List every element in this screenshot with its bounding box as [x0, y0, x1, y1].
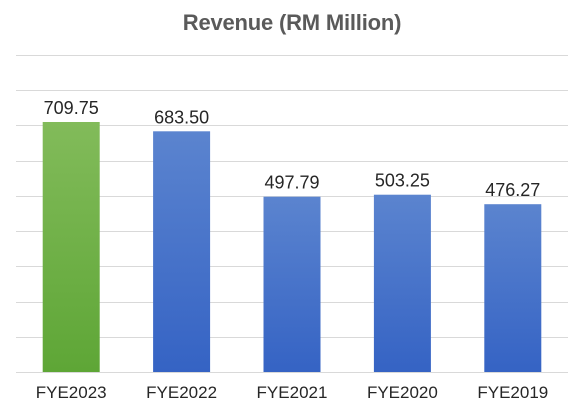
bar-fye2023 — [42, 122, 100, 372]
data-label-fye2019: 476.27 — [485, 180, 540, 200]
x-tick-label-fye2021: FYE2021 — [257, 383, 328, 402]
bars — [42, 122, 542, 372]
x-axis-tick-labels: FYE2023 FYE2022 FYE2021 FYE2020 FYE2019 — [36, 383, 548, 402]
data-label-fye2020: 503.25 — [375, 171, 430, 191]
bar-fye2021 — [263, 196, 321, 372]
bar-fye2019 — [484, 204, 542, 372]
x-tick-label-fye2020: FYE2020 — [367, 383, 438, 402]
bar-fye2022 — [153, 131, 211, 372]
x-tick-label-fye2019: FYE2019 — [477, 383, 548, 402]
chart-title: Revenue (RM Million) — [182, 10, 402, 35]
bar-fye2020 — [373, 194, 431, 372]
data-labels: 709.75 683.50 497.79 503.25 476.27 — [44, 98, 541, 200]
data-label-fye2023: 709.75 — [44, 98, 99, 118]
x-tick-label-fye2022: FYE2022 — [146, 383, 217, 402]
x-tick-label-fye2023: FYE2023 — [36, 383, 107, 402]
data-label-fye2022: 683.50 — [154, 107, 209, 127]
data-label-fye2021: 497.79 — [264, 173, 319, 193]
